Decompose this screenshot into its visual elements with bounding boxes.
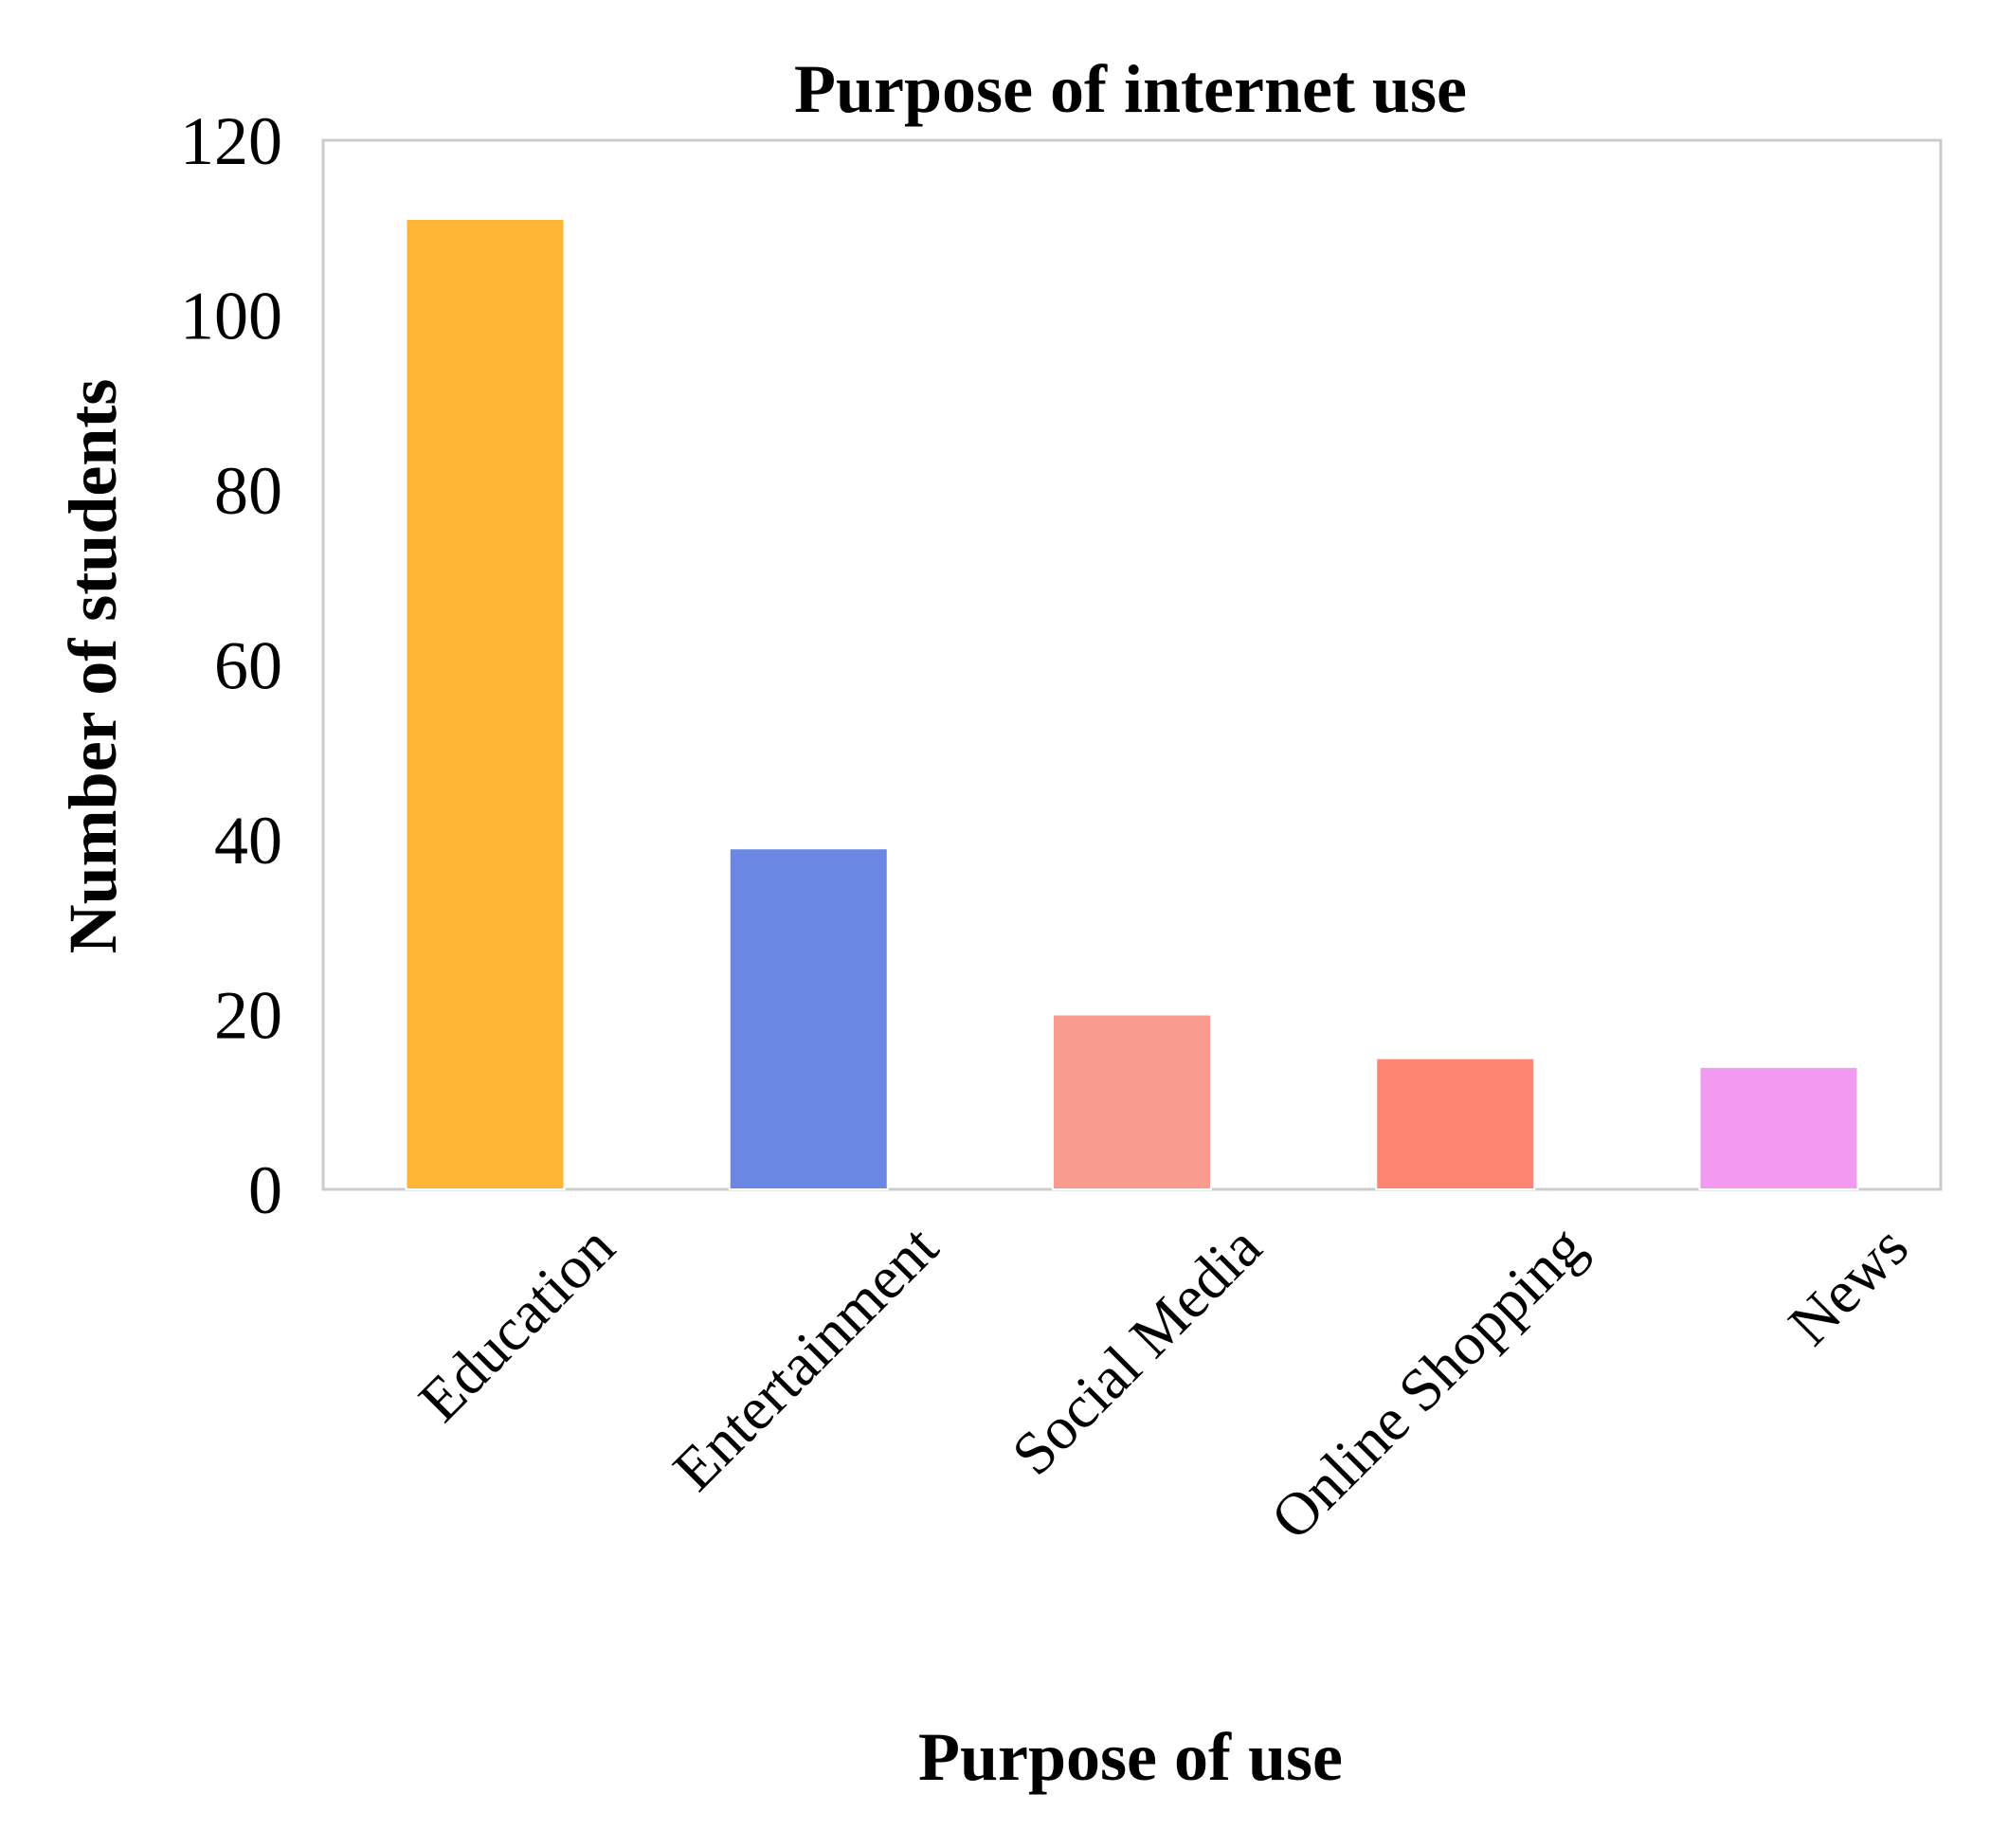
bar-education — [405, 218, 566, 1190]
y-tick-label: 40 — [214, 803, 282, 879]
bars-group — [405, 218, 1859, 1190]
x-tick-label: Social Media — [999, 1213, 1274, 1488]
bar-news — [1698, 1065, 1859, 1190]
y-tick-label: 80 — [214, 453, 282, 529]
y-axis-ticks: 0 20 40 60 80 100 120 — [180, 103, 282, 1228]
x-axis-label: Purpose of use — [918, 1719, 1343, 1795]
x-axis-ticks: Education Entertainment Social MediaOnline… — [406, 1213, 1921, 1552]
chart-title: Purpose of internet use — [794, 51, 1467, 127]
x-tick-label: News — [1776, 1213, 1921, 1358]
bar-entertainment — [728, 847, 889, 1190]
y-tick-label: 0 — [248, 1152, 282, 1228]
y-tick-label: 100 — [180, 279, 282, 354]
bar-online-shopping — [1375, 1057, 1536, 1190]
y-axis-label: Number of students — [55, 379, 131, 954]
x-tick-label: Online Shopping — [1257, 1213, 1597, 1552]
bar-social-media — [1052, 1013, 1212, 1190]
x-tick-label: Education — [406, 1213, 627, 1435]
y-tick-label: 20 — [214, 978, 282, 1054]
y-tick-label: 60 — [214, 628, 282, 704]
y-tick-label: 120 — [180, 103, 282, 179]
x-tick-label: Entertainment — [660, 1213, 951, 1504]
